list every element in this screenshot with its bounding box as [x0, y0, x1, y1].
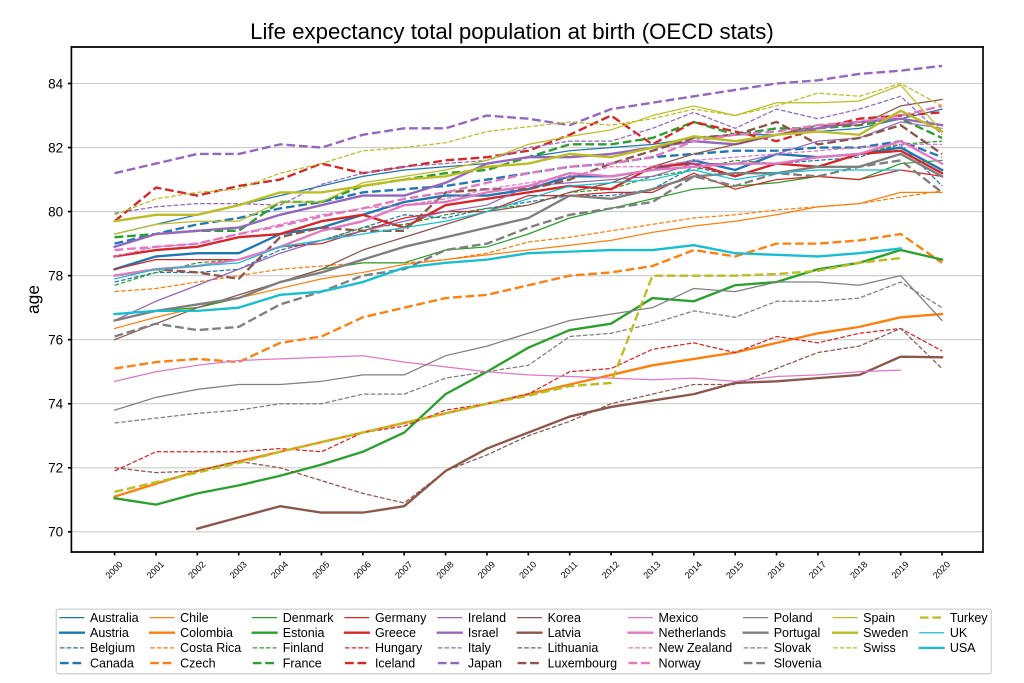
svg-text:74: 74 — [48, 397, 63, 412]
svg-text:Korea: Korea — [548, 611, 581, 625]
svg-text:Belgium: Belgium — [90, 641, 135, 655]
svg-text:Slovak: Slovak — [774, 641, 812, 655]
svg-text:Japan: Japan — [468, 656, 502, 670]
svg-text:Italy: Italy — [468, 641, 492, 655]
svg-text:France: France — [283, 656, 322, 670]
svg-text:Colombia: Colombia — [180, 626, 233, 640]
svg-text:Slovenia: Slovenia — [774, 656, 822, 670]
svg-text:UK: UK — [950, 626, 968, 640]
svg-text:Sweden: Sweden — [863, 626, 908, 640]
svg-text:84: 84 — [48, 76, 63, 91]
svg-text:Swiss: Swiss — [863, 641, 896, 655]
svg-text:Netherlands: Netherlands — [659, 626, 726, 640]
svg-text:Poland: Poland — [774, 611, 813, 625]
svg-text:Costa Rica: Costa Rica — [180, 641, 241, 655]
svg-text:Australia: Australia — [90, 611, 139, 625]
svg-text:Iceland: Iceland — [375, 656, 415, 670]
svg-text:80: 80 — [48, 204, 63, 219]
svg-text:Portugal: Portugal — [774, 626, 821, 640]
svg-text:Life expectancy total populati: Life expectancy total population at birt… — [250, 19, 774, 44]
svg-text:New Zealand: New Zealand — [659, 641, 733, 655]
svg-text:age: age — [23, 285, 43, 314]
svg-text:Greece: Greece — [375, 626, 416, 640]
svg-text:Spain: Spain — [863, 611, 895, 625]
svg-text:Czech: Czech — [180, 656, 215, 670]
svg-text:82: 82 — [48, 140, 63, 155]
svg-text:Israel: Israel — [468, 626, 499, 640]
svg-text:Estonia: Estonia — [283, 626, 325, 640]
svg-text:Austria: Austria — [90, 626, 129, 640]
svg-text:Hungary: Hungary — [375, 641, 423, 655]
svg-text:Ireland: Ireland — [468, 611, 506, 625]
svg-text:Lithuania: Lithuania — [548, 641, 599, 655]
svg-text:72: 72 — [48, 461, 63, 476]
svg-text:Germany: Germany — [375, 611, 427, 625]
svg-text:Turkey: Turkey — [950, 611, 988, 625]
svg-text:Luxembourg: Luxembourg — [548, 656, 618, 670]
svg-text:Finland: Finland — [283, 641, 324, 655]
svg-text:Mexico: Mexico — [659, 611, 699, 625]
svg-text:Latvia: Latvia — [548, 626, 581, 640]
svg-text:76: 76 — [48, 333, 63, 348]
svg-text:70: 70 — [48, 525, 63, 540]
svg-text:78: 78 — [48, 269, 63, 284]
svg-text:Chile: Chile — [180, 611, 209, 625]
svg-text:Denmark: Denmark — [283, 611, 334, 625]
svg-text:Norway: Norway — [659, 656, 702, 670]
svg-text:USA: USA — [950, 641, 976, 655]
svg-text:Canada: Canada — [90, 656, 134, 670]
